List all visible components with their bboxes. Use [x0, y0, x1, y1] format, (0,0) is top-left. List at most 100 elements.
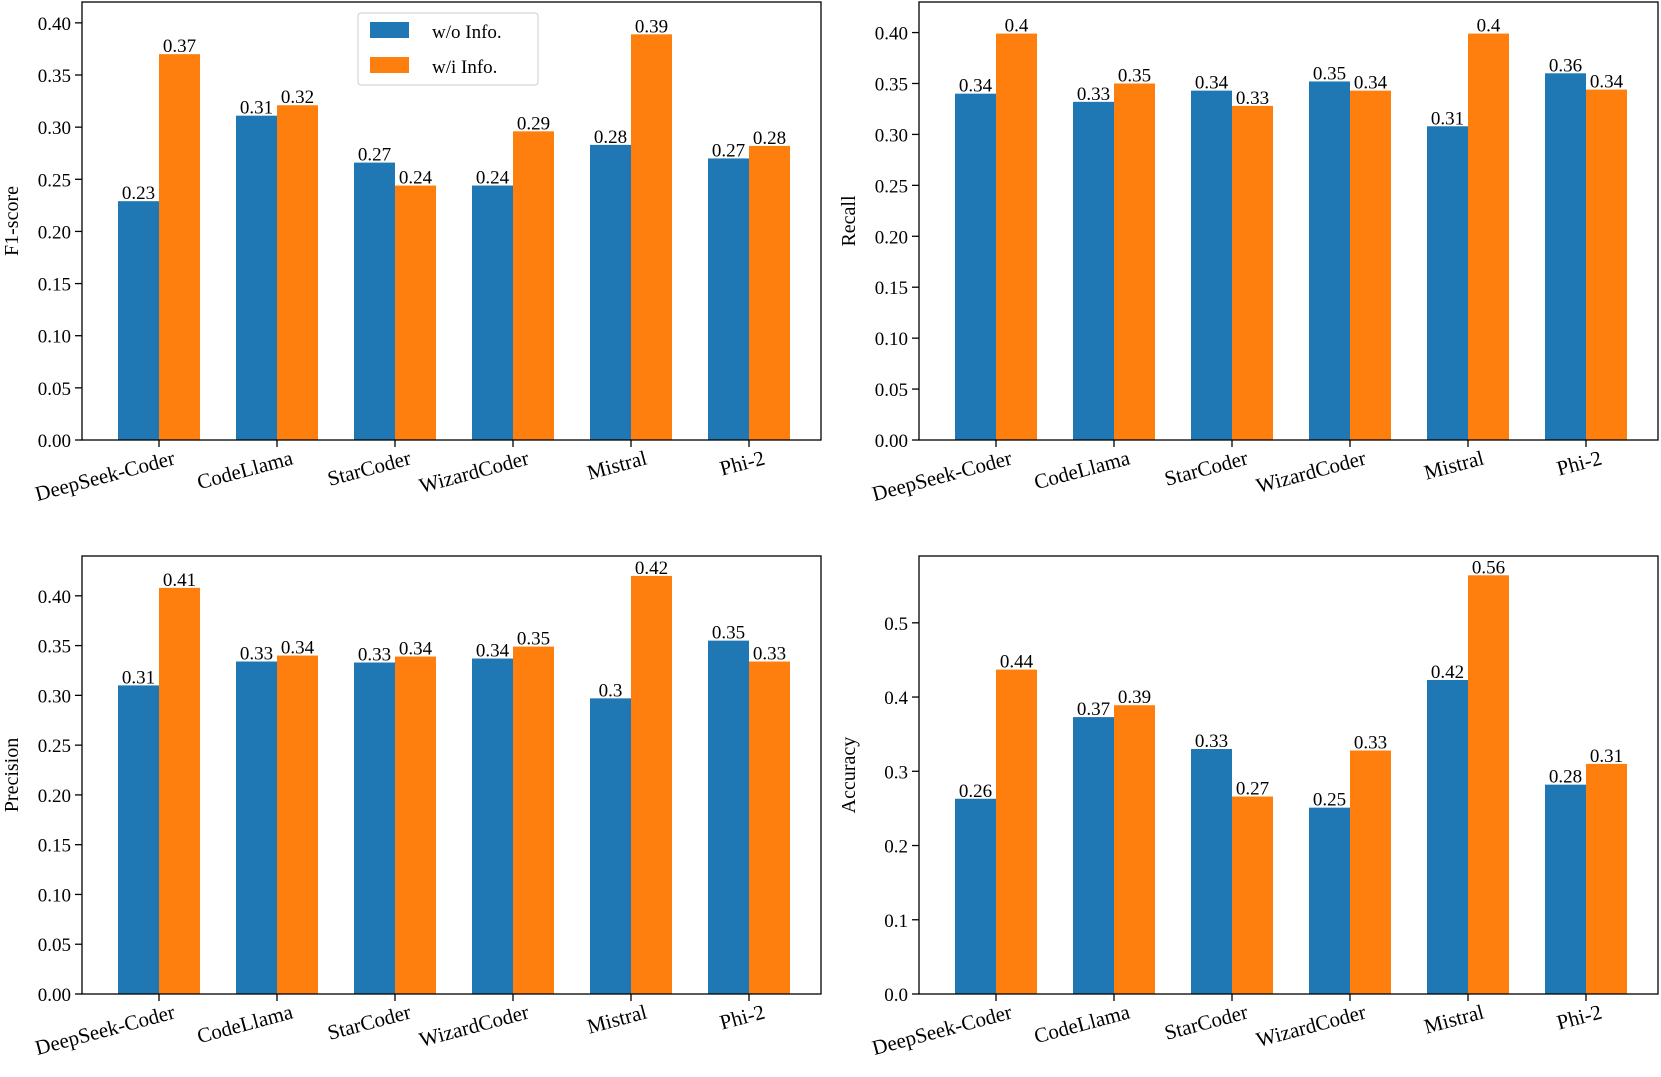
precision-ytick-label: 0.05 — [38, 935, 71, 956]
precision-ytick-label: 0.10 — [38, 885, 71, 906]
recall-bar-starcoder-without-info — [1191, 90, 1232, 441]
recall-category-label: CodeLlama — [1031, 445, 1132, 494]
precision-value-label: 0.35 — [712, 623, 745, 644]
f1-score-value-label: 0.24 — [399, 168, 433, 189]
recall-bar-codellama-with-info — [1114, 83, 1155, 440]
accuracy-bar-deepseek-coder-with-info — [996, 669, 1037, 994]
precision-bar-starcoder-with-info — [395, 656, 436, 994]
recall-value-label: 0.34 — [1590, 72, 1624, 93]
precision-ytick-label: 0.15 — [38, 836, 71, 857]
accuracy-axes-frame — [918, 555, 1659, 995]
f1-score-value-label: 0.37 — [163, 36, 196, 57]
precision-category-label: StarCoder — [325, 1000, 413, 1045]
f1-score-axis-label: F1-score — [1, 186, 23, 256]
recall-ytick-label: 0.30 — [875, 125, 908, 146]
f1-score-category-label: StarCoder — [325, 446, 413, 491]
accuracy-bar-codellama-with-info — [1114, 705, 1155, 994]
panel-precision: 0.00 0.05 0.10 0.15 0.20 0.25 0.30 0.35 0.40 Prec… — [1, 555, 822, 1060]
recall-value-label: 0.4 — [1477, 16, 1501, 37]
accuracy-bar-starcoder-without-info — [1191, 749, 1232, 994]
precision-ytick-label: 0.20 — [38, 786, 71, 807]
f1-score-ytick-label: 0.20 — [38, 222, 71, 243]
legend-label-with-info: w/i Info. — [432, 57, 497, 78]
recall-value-label: 0.36 — [1549, 55, 1582, 76]
precision-bar-codellama-without-info — [236, 661, 277, 994]
recall-category-label: StarCoder — [1162, 446, 1250, 491]
precision-value-label: 0.33 — [753, 644, 786, 665]
recall-bar-wizardcoder-without-info — [1309, 81, 1350, 440]
f1-score-value-label: 0.27 — [358, 145, 391, 166]
accuracy-value-label: 0.39 — [1118, 687, 1151, 708]
accuracy-category-label: Phi-2 — [1554, 1000, 1604, 1035]
accuracy-value-label: 0.33 — [1354, 733, 1387, 754]
precision-value-label: 0.33 — [240, 644, 273, 665]
recall-bar-mistral-without-info — [1427, 126, 1468, 440]
f1-score-ytick-label: 0.10 — [38, 327, 71, 348]
recall-bar-codellama-without-info — [1073, 101, 1114, 441]
recall-value-label: 0.33 — [1236, 88, 1269, 109]
precision-ytick-label: 0.40 — [38, 587, 71, 608]
precision-ytick-label: 0.35 — [38, 637, 71, 658]
f1-score-ytick-label: 0.05 — [38, 379, 71, 400]
f1-score-bar-starcoder-without-info — [354, 162, 395, 440]
accuracy-category-label: WizardCoder — [1254, 1000, 1369, 1052]
recall-axes-frame — [918, 1, 1659, 441]
precision-bar-codellama-with-info — [277, 655, 318, 994]
f1-score-category-label: DeepSeek-Coder — [33, 446, 178, 506]
precision-bar-mistral-without-info — [590, 698, 631, 994]
accuracy-bar-mistral-without-info — [1427, 679, 1468, 994]
f1-score-ytick-label: 0.25 — [38, 170, 71, 191]
f1-score-bar-codellama-without-info — [236, 115, 277, 441]
accuracy-value-label: 0.27 — [1236, 779, 1269, 800]
accuracy-ytick-label: 0.2 — [884, 837, 908, 858]
accuracy-category-label: DeepSeek-Coder — [870, 1000, 1015, 1060]
f1-score-bar-codellama-with-info — [277, 105, 318, 440]
precision-category-label: CodeLlama — [194, 999, 295, 1048]
precision-bar-starcoder-without-info — [354, 662, 395, 994]
precision-category-label: Mistral — [584, 1000, 649, 1039]
recall-ytick-label: 0.25 — [875, 176, 908, 197]
recall-value-label: 0.35 — [1313, 63, 1346, 84]
f1-score-category-label: Phi-2 — [717, 446, 767, 481]
legend: w/o Info. w/i Info. — [357, 12, 539, 86]
precision-ytick-label: 0.25 — [38, 736, 71, 757]
recall-value-label: 0.33 — [1077, 84, 1110, 105]
f1-score-bar-phi-2-with-info — [749, 145, 790, 440]
f1-score-bar-deepseek-coder-without-info — [118, 201, 159, 440]
recall-value-label: 0.4 — [1005, 16, 1029, 37]
recall-category-label: DeepSeek-Coder — [870, 446, 1015, 506]
recall-axis-label: Recall — [838, 195, 860, 247]
accuracy-ytick-label: 0.4 — [884, 688, 908, 709]
precision-value-label: 0.3 — [599, 680, 623, 701]
precision-value-label: 0.31 — [122, 667, 155, 688]
precision-value-label: 0.35 — [517, 629, 550, 650]
recall-ytick-label: 0.10 — [875, 329, 908, 350]
precision-category-label: Phi-2 — [717, 1000, 767, 1035]
f1-score-axes-frame — [81, 1, 822, 441]
f1-score-value-label: 0.24 — [476, 168, 510, 189]
accuracy-bar-phi-2-with-info — [1586, 763, 1627, 994]
recall-ytick-label: 0.15 — [875, 278, 908, 299]
accuracy-value-label: 0.28 — [1549, 767, 1582, 788]
f1-score-bar-wizardcoder-with-info — [513, 131, 554, 441]
recall-ytick-label: 0.40 — [875, 24, 908, 45]
f1-score-value-label: 0.29 — [517, 113, 550, 134]
recall-bar-deepseek-coder-without-info — [955, 93, 996, 441]
accuracy-bar-wizardcoder-without-info — [1309, 807, 1350, 994]
recall-ytick-label: 0.05 — [875, 380, 908, 401]
accuracy-bar-codellama-without-info — [1073, 717, 1114, 994]
accuracy-value-label: 0.44 — [1000, 652, 1034, 673]
f1-score-ytick-label: 0.00 — [38, 431, 71, 452]
accuracy-value-label: 0.37 — [1077, 699, 1110, 720]
recall-ytick-label: 0.00 — [875, 431, 908, 452]
recall-bar-deepseek-coder-with-info — [996, 33, 1037, 440]
recall-category-label: WizardCoder — [1254, 446, 1369, 498]
accuracy-axis-label: Accuracy — [838, 737, 860, 814]
recall-ytick-label: 0.35 — [875, 74, 908, 95]
precision-bar-phi-2-without-info — [708, 640, 749, 994]
accuracy-value-label: 0.31 — [1590, 746, 1623, 767]
accuracy-category-label: StarCoder — [1162, 1000, 1250, 1045]
accuracy-ytick-label: 0.5 — [884, 614, 908, 635]
precision-value-label: 0.42 — [635, 558, 668, 579]
